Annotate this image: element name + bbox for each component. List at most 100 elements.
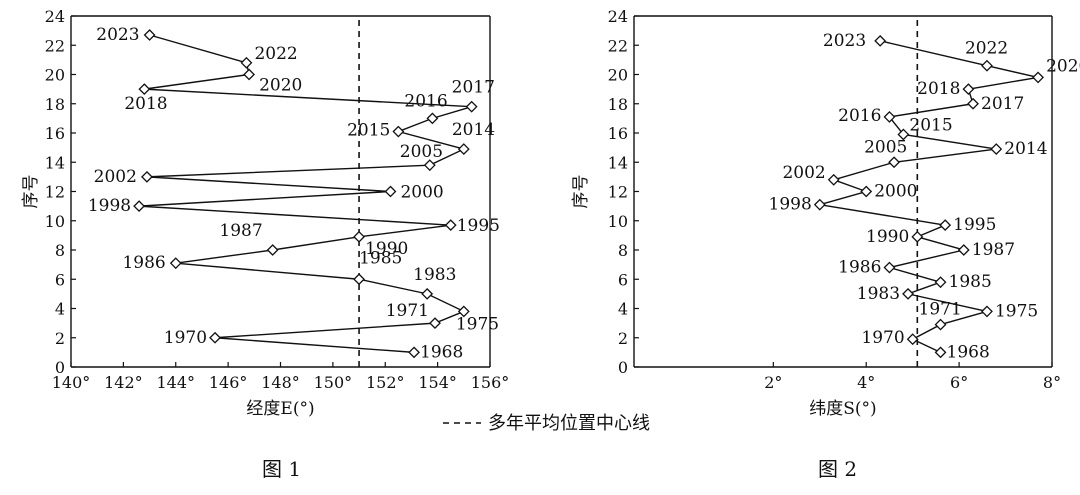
data-point-label: 2014	[452, 120, 495, 140]
data-point-label: 2018	[124, 94, 167, 114]
data-point-marker	[457, 305, 470, 318]
data-point-marker	[827, 173, 840, 186]
data-point-label: 2016	[404, 91, 447, 111]
y-tick-label: 16	[608, 124, 628, 143]
y-tick-label: 22	[45, 36, 65, 55]
series-line	[139, 34, 472, 354]
data-point-label: 2017	[981, 94, 1024, 114]
data-point-marker	[990, 143, 1003, 156]
data-point-label: 2018	[917, 79, 960, 99]
data-point-marker	[897, 128, 910, 141]
data-point-label: 2016	[838, 106, 881, 126]
data-point-marker	[883, 110, 896, 123]
x-tick-label: 4°	[857, 373, 875, 392]
y-tick-label: 12	[608, 183, 628, 202]
y-tick-label: 10	[45, 212, 65, 231]
data-point-marker	[1032, 71, 1044, 84]
x-tick-label: 156°	[471, 373, 510, 392]
y-tick-label: 0	[618, 358, 628, 377]
data-point-marker	[939, 219, 952, 232]
data-point-marker	[981, 305, 993, 318]
data-point-label: 2014	[1004, 139, 1047, 159]
y-tick-label: 18	[45, 95, 65, 114]
y-tick-label: 0	[55, 358, 65, 377]
data-point-label: 1986	[122, 253, 165, 273]
data-point-label: 1998	[769, 195, 812, 215]
y-tick-label: 16	[45, 124, 65, 143]
data-point-label: 2022	[254, 44, 297, 64]
data-point-marker	[243, 68, 255, 81]
data-point-label: 1990	[365, 239, 408, 259]
data-point-label: 1995	[457, 216, 500, 236]
data-point-label: 1970	[861, 328, 904, 348]
y-tick-label: 22	[608, 36, 628, 55]
figure-label-2: 图 2	[818, 457, 857, 481]
x-axis-title: 纬度S(°)	[809, 399, 876, 419]
y-tick-label: 6	[618, 270, 628, 289]
x-tick-label: 8°	[1043, 373, 1061, 392]
data-point-marker	[813, 198, 826, 211]
data-point-marker	[967, 97, 979, 110]
data-point-label: 1983	[857, 284, 900, 304]
x-axis-title: 经度E(°)	[246, 399, 314, 419]
data-point-label: 1987	[219, 221, 262, 241]
y-tick-label: 6	[55, 270, 65, 289]
x-tick-label: 148°	[261, 373, 300, 392]
data-point-label: 2005	[864, 137, 907, 157]
data-point-label: 2023	[823, 31, 866, 51]
data-point-marker	[384, 185, 397, 198]
data-point-marker	[138, 83, 151, 96]
x-tick-label: 154°	[418, 373, 457, 392]
data-point-marker	[860, 185, 873, 198]
data-point-marker	[906, 333, 919, 346]
x-tick-label: 146°	[209, 373, 248, 392]
x-tick-label: 150°	[314, 373, 353, 392]
data-point-marker	[444, 219, 457, 232]
data-point-marker	[421, 287, 434, 300]
data-point-label: 1971	[386, 301, 429, 321]
y-tick-label: 14	[45, 153, 65, 172]
data-point-marker	[934, 346, 947, 359]
data-point-label: 2022	[965, 39, 1008, 59]
y-tick-label: 2	[55, 329, 65, 348]
data-point-marker	[169, 257, 182, 270]
x-tick-label: 144°	[156, 373, 195, 392]
y-tick-label: 24	[608, 7, 628, 26]
data-point-label: 2005	[400, 142, 443, 162]
y-tick-label: 4	[618, 300, 628, 319]
data-point-marker	[353, 273, 365, 286]
data-point-marker	[934, 276, 947, 289]
data-point-marker	[911, 230, 924, 243]
data-point-marker	[141, 170, 153, 183]
data-point-label: 1968	[947, 342, 990, 362]
figure-label-1: 图 1	[262, 457, 301, 481]
data-point-marker	[934, 318, 947, 331]
data-point-marker	[353, 230, 365, 243]
x-tick-label: 6°	[950, 373, 968, 392]
data-point-marker	[209, 331, 221, 344]
data-point-marker	[392, 125, 405, 138]
data-point-marker	[240, 56, 253, 69]
data-point-marker	[426, 112, 439, 125]
data-point-marker	[266, 244, 279, 256]
y-tick-label: 8	[55, 241, 65, 260]
legend-label: 多年平均位置中心线	[488, 413, 650, 434]
data-point-label: 2002	[782, 163, 825, 183]
data-point-label: 1998	[88, 196, 131, 216]
x-tick-label: 2°	[764, 373, 782, 392]
data-point-label: 1985	[949, 272, 992, 292]
data-point-label: 2017	[452, 78, 495, 98]
data-point-label: 2015	[347, 121, 390, 141]
data-point-marker	[902, 287, 914, 300]
data-point-label: 1968	[420, 342, 463, 362]
data-point-label: 2020	[1046, 56, 1080, 76]
data-point-label: 1985	[359, 248, 402, 268]
data-point-marker	[888, 156, 901, 169]
series-line	[819, 40, 1039, 354]
y-tick-label: 20	[45, 66, 65, 85]
data-point-marker	[423, 159, 436, 172]
data-point-marker	[883, 261, 896, 274]
